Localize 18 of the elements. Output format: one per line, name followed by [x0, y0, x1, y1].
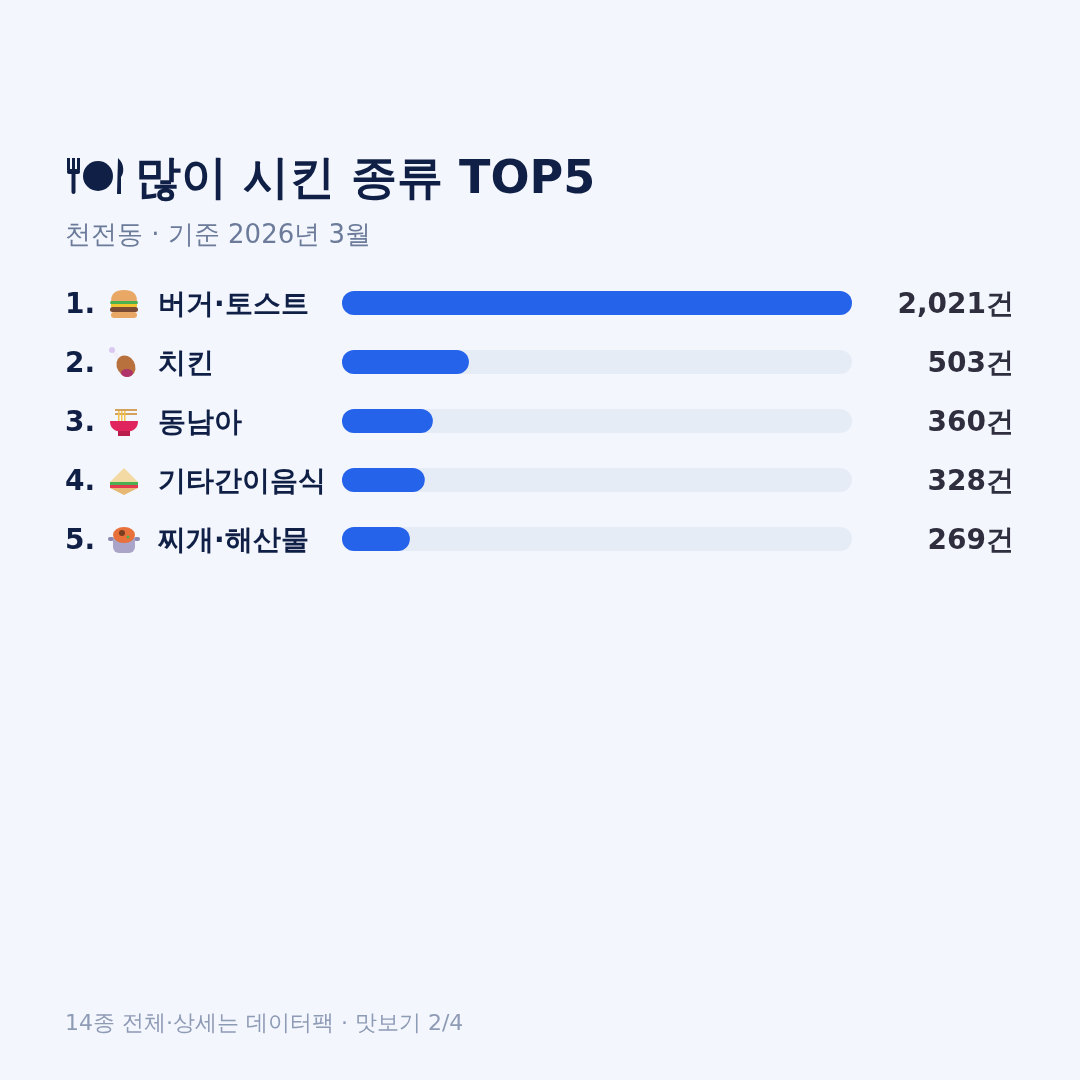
- value-label: 2,021건: [897, 287, 1014, 320]
- value-label: 360건: [927, 405, 1014, 438]
- title: 많이 시킨 종류 TOP5: [135, 150, 596, 204]
- category-label: 버거·토스트: [158, 287, 309, 320]
- category-label: 찌개·해산물: [158, 523, 309, 556]
- category-label: 기타간이음식: [158, 464, 326, 497]
- category-label: 동남아: [158, 405, 242, 438]
- value-label: 269건: [927, 523, 1014, 556]
- category-label: 5.: [65, 523, 96, 556]
- category-label: 3.: [65, 405, 96, 438]
- subtitle: 천전동 · 기준 2026년 3월: [65, 219, 372, 249]
- value-label: 328건: [927, 464, 1014, 497]
- category-label: 2.: [65, 346, 96, 379]
- category-label: 치킨: [158, 346, 214, 379]
- category-label: 1.: [65, 287, 96, 320]
- annotation: 14종 전체·상세는 데이터팩 · 맛보기 2/4: [65, 1010, 464, 1035]
- category-label: 4.: [65, 464, 96, 497]
- value-label: 503건: [927, 346, 1014, 379]
